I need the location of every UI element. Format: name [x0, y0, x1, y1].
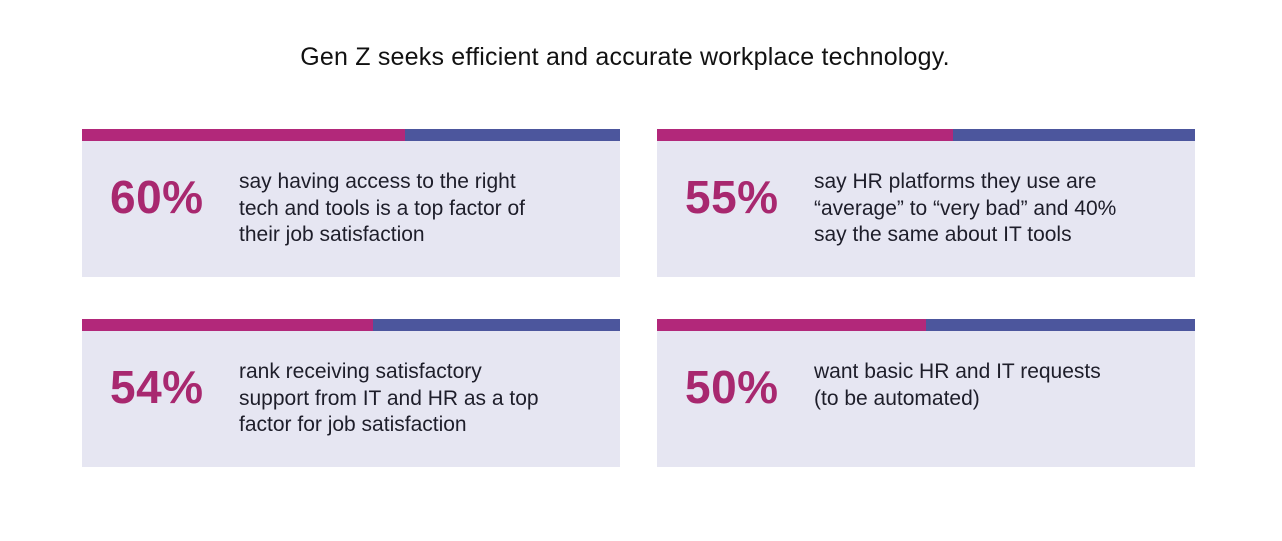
progress-bar: [657, 319, 1195, 331]
progress-fill: [82, 129, 405, 141]
stat-value: 55%: [685, 171, 779, 223]
progress-bar: [82, 319, 620, 331]
description-line: their job satisfaction: [239, 223, 425, 246]
progress-fill: [657, 319, 926, 331]
stat-description: say having access to the right tech and …: [239, 169, 599, 249]
description-line: want basic HR and IT requests: [814, 360, 1101, 383]
page-title: Gen Z seeks efficient and accurate workp…: [300, 43, 950, 71]
description-line: “average” to “very bad” and 40%: [814, 196, 1117, 220]
stat-card-2: 55% say HR platforms they use are “avera…: [657, 129, 1195, 277]
description-line: support from IT and HR as a top: [239, 386, 539, 410]
stat-card-4: 50% want basic HR and IT requests (to be…: [657, 319, 1195, 467]
description-line: say having access to the right: [239, 170, 516, 193]
description-line: factor for job satisfaction: [239, 413, 467, 436]
stat-value: 50%: [685, 361, 779, 413]
progress-remainder: [952, 129, 1195, 141]
stat-value: 60%: [110, 171, 204, 223]
progress-bar: [657, 129, 1195, 141]
description-line: rank receiving satisfactory: [239, 360, 482, 383]
progress-remainder: [372, 319, 620, 331]
description-line: say the same about IT tools: [814, 223, 1072, 246]
progress-fill: [657, 129, 953, 141]
progress-remainder: [404, 129, 620, 141]
description-line: say HR platforms they use are: [814, 170, 1097, 193]
stat-value: 54%: [110, 361, 204, 413]
progress-remainder: [926, 319, 1195, 331]
description-line: tech and tools is a top factor of: [239, 196, 526, 220]
stat-description: want basic HR and IT requests (to be aut…: [814, 359, 1174, 412]
stat-card-3: 54% rank receiving satisfactory support …: [82, 319, 620, 467]
stat-card-1: 60% say having access to the right tech …: [82, 129, 620, 277]
progress-bar: [82, 129, 620, 141]
stat-description: say HR platforms they use are “average” …: [814, 169, 1174, 249]
stat-description: rank receiving satisfactory support from…: [239, 359, 599, 439]
description-line: (to be automated): [814, 386, 980, 410]
progress-fill: [82, 319, 373, 331]
